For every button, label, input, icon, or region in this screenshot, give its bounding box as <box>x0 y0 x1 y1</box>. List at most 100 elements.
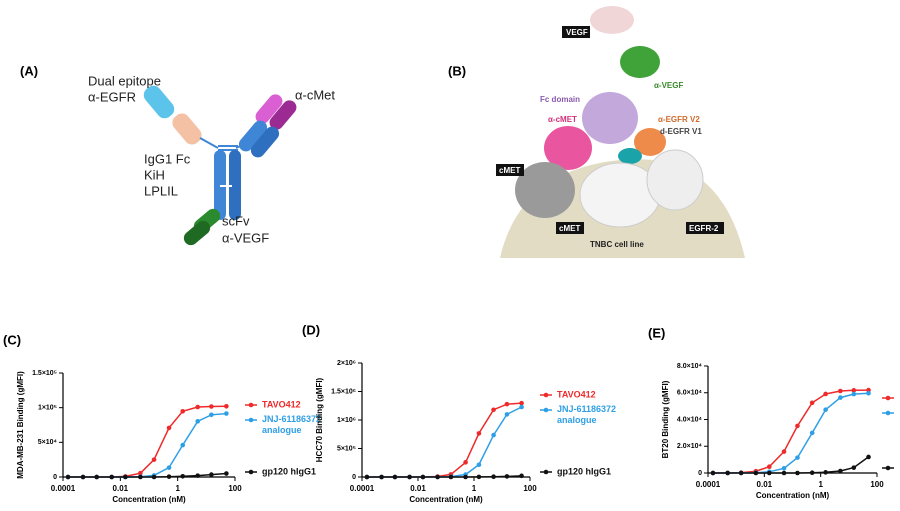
y-tick-label: 2×10⁶ <box>337 360 356 367</box>
y-tick-label: 1.5×10⁵ <box>32 370 57 377</box>
x-tick-label: 1 <box>818 480 823 489</box>
data-point <box>123 474 128 480</box>
data-point <box>138 474 143 480</box>
data-point <box>838 388 843 394</box>
y-tick-label: 0 <box>698 470 702 477</box>
data-point <box>795 470 800 476</box>
data-point <box>519 473 524 479</box>
data-point <box>781 465 787 471</box>
data-point <box>866 387 871 393</box>
data-point <box>823 470 828 475</box>
y-tick-label: 5×10⁴ <box>38 439 58 446</box>
data-point <box>725 470 730 476</box>
data-point <box>491 432 496 438</box>
data-point <box>166 425 172 431</box>
data-point <box>166 465 172 470</box>
x-tick-label: 0.0001 <box>696 480 721 489</box>
data-point <box>851 391 857 397</box>
x-tick-label: 0.0001 <box>350 484 375 493</box>
legend-marker <box>248 402 254 408</box>
x-tick-label: 0.01 <box>410 484 426 493</box>
data-point <box>224 403 229 409</box>
legend-label: TAVO412 <box>557 389 596 399</box>
data-point <box>65 474 71 480</box>
diagram-label: cMET <box>559 224 580 233</box>
data-point <box>448 474 454 480</box>
data-point <box>180 442 186 448</box>
data-point <box>476 431 482 436</box>
y-tick-label: 0 <box>352 474 356 481</box>
panel-label: (A) <box>20 63 38 78</box>
data-point <box>138 470 143 476</box>
y-tick-label: 0 <box>53 474 57 481</box>
diagram-label: d-EGFR V1 <box>660 127 702 136</box>
x-axis-title: Concentration (nM) <box>409 495 483 504</box>
diagram-label: α-VEGF <box>222 230 269 245</box>
data-point <box>823 407 828 413</box>
diagram-label: TNBC cell line <box>590 240 644 249</box>
x-axis-title: Concentration (nM) <box>756 491 830 500</box>
data-point <box>809 400 815 406</box>
data-point <box>851 388 857 393</box>
data-point <box>476 462 482 468</box>
data-point <box>766 464 772 470</box>
data-point <box>795 423 800 429</box>
legend-label: JNJ-61186372 analogue <box>262 414 324 435</box>
panel-label: (D) <box>302 322 320 337</box>
diagram-label: cMET <box>499 166 520 175</box>
x-tick-label: 100 <box>523 484 537 493</box>
data-point <box>379 474 384 480</box>
diagram-label: LPLIL <box>144 183 178 198</box>
legend-label: gp120 hIgG1 <box>557 466 611 476</box>
data-point <box>151 474 157 480</box>
legend-label: TAVO412 <box>262 399 301 409</box>
diagram-label: scFv <box>222 213 250 228</box>
diagram-label: IgG1 Fc <box>144 151 191 166</box>
series-line <box>366 406 522 478</box>
x-tick-label: 0.0001 <box>51 484 76 493</box>
data-point <box>838 468 843 474</box>
data-point <box>166 474 172 479</box>
data-point <box>94 474 100 480</box>
legend-marker <box>885 395 891 401</box>
series-line <box>713 456 869 474</box>
data-point <box>809 430 815 436</box>
data-point <box>209 412 214 418</box>
data-point <box>476 474 482 480</box>
data-point <box>180 474 186 479</box>
data-point <box>766 470 772 476</box>
data-point <box>463 460 468 465</box>
diagram-label: Dual epitope <box>88 73 161 88</box>
diagram-label: α-VEGF <box>654 81 683 90</box>
data-point <box>180 408 186 414</box>
y-axis-title: MDA-MB-231 Binding (gMFI) <box>16 371 25 479</box>
data-point <box>753 470 759 476</box>
data-point <box>463 474 468 480</box>
data-point <box>504 401 510 407</box>
data-point <box>838 395 843 400</box>
legend-marker <box>543 407 549 413</box>
data-point <box>224 411 229 416</box>
antibody-diagram <box>143 85 297 246</box>
diagram-label: α-EGFR V2 <box>658 115 700 124</box>
panel-label: (B) <box>448 63 466 78</box>
data-point <box>823 391 828 397</box>
diagram-label: KiH <box>144 167 165 182</box>
x-tick-label: 100 <box>870 480 884 489</box>
data-point <box>407 474 412 480</box>
data-point <box>420 474 426 480</box>
diagram-label: α-EGFR <box>88 89 136 104</box>
legend-marker <box>543 469 549 475</box>
data-point <box>195 473 201 478</box>
legend-label: JNJ-61186372 analogue <box>557 404 619 425</box>
legend-marker <box>885 465 891 471</box>
legend-marker <box>248 417 254 423</box>
data-point <box>519 400 524 406</box>
data-point <box>491 474 496 480</box>
data-point <box>781 449 787 454</box>
series-line <box>713 392 869 474</box>
data-point <box>851 465 857 470</box>
y-tick-label: 5×10⁵ <box>337 445 356 452</box>
y-tick-label: 2.0×10⁴ <box>677 443 703 450</box>
